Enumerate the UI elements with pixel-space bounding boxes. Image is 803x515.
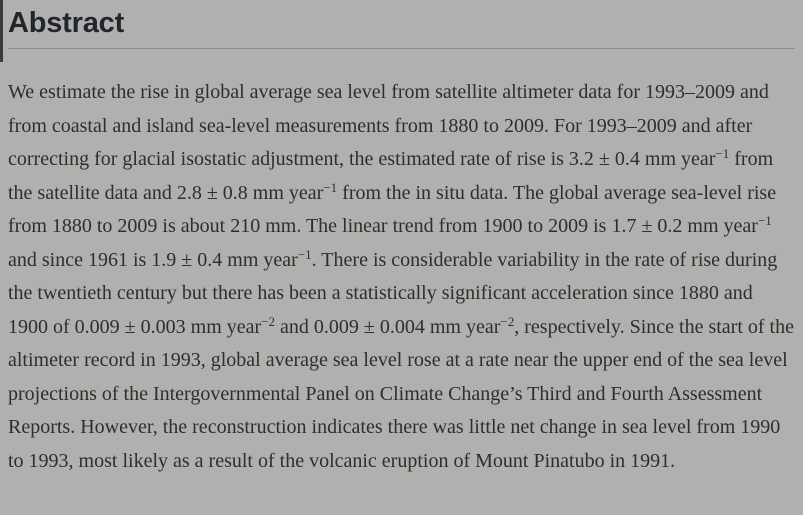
abstract-paragraph: We estimate the rise in global average s… <box>8 81 794 472</box>
left-edge-fragment <box>0 0 3 62</box>
section-title: Abstract <box>8 7 125 39</box>
section-divider <box>8 48 795 49</box>
